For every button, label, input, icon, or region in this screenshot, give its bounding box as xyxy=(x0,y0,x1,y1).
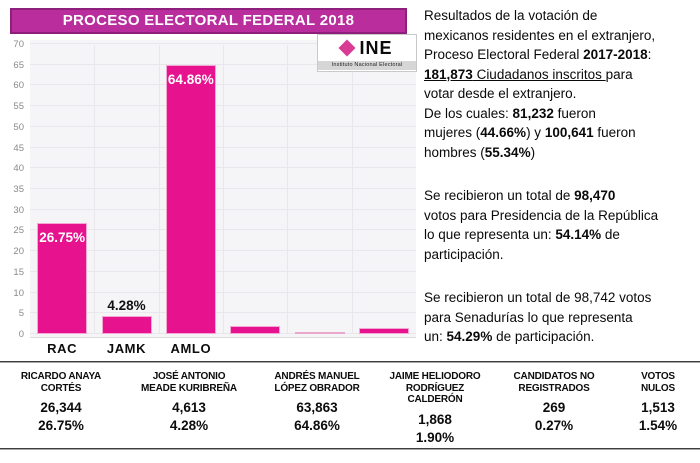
text-run: de participación. xyxy=(492,329,595,344)
text-run: votos para Presidencia de la República l… xyxy=(424,207,659,243)
y-tick-label: 0 xyxy=(18,329,24,340)
vote-percentage: 26.75% xyxy=(38,418,84,433)
y-tick-label: 45 xyxy=(13,142,24,154)
candidate-name: RICARDO ANAYA CORTÉS xyxy=(20,371,102,394)
bar-value-label: 26.75% xyxy=(39,230,86,246)
y-tick-label: 20 xyxy=(13,246,24,258)
table-top-rule xyxy=(0,361,700,363)
bar-value-label: 64.86% xyxy=(167,72,214,88)
y-tick-label: 70 xyxy=(13,39,24,50)
table-columns: RICARDO ANAYA CORTÉS 26,344 26.75% JOSÉ ANT… xyxy=(0,363,700,448)
text-run: 181,873 xyxy=(424,66,473,82)
y-tick-label: 10 xyxy=(13,287,24,299)
text-run: de participación. xyxy=(424,227,620,262)
table-column: JOSÉ ANTONIO MEADE KURIBREÑA 4,613 4.28% xyxy=(122,363,256,448)
y-tick-label: 5 xyxy=(18,308,24,320)
y-tick-label: 60 xyxy=(13,80,24,92)
y-tick-label: 50 xyxy=(13,121,24,133)
ine-logo-caption: Instituto Nacional Electoral xyxy=(318,61,416,70)
vote-count: 1,513 xyxy=(641,400,675,415)
text-run: 54.14% xyxy=(555,227,602,242)
text-run: Ciudadanos inscritos xyxy=(472,66,606,82)
table-column: RICARDO ANAYA CORTÉS 26,344 26.75% xyxy=(0,363,122,448)
y-tick-label: 25 xyxy=(13,225,24,237)
text-run: 81,232 xyxy=(512,105,554,121)
vote-count: 1,868 xyxy=(418,411,452,427)
paragraph-senadurias: Se recibieron un total de 98,742 votos p… xyxy=(424,288,698,347)
gridline xyxy=(287,45,289,334)
y-tick-label: 65 xyxy=(13,59,24,71)
text-run: Se recibieron un total de 98,742 votos p… xyxy=(424,290,652,344)
bar-value-label: 4.28% xyxy=(107,298,146,314)
text-run: 98,470 xyxy=(574,188,616,203)
chart-title: PROCESO ELECTORAL FEDERAL 2018 xyxy=(62,12,355,29)
x-label-jamk: JAMK xyxy=(106,341,147,356)
bar-rac: 26.75% xyxy=(37,223,88,334)
table-bottom-rule xyxy=(0,448,700,450)
results-table: RICARDO ANAYA CORTÉS 26,344 26.75% JOSÉ ANT… xyxy=(0,361,700,450)
table-column: CANDIDATOS NO REGISTRADOS 269 0.27% xyxy=(492,363,616,448)
text-run: ) y xyxy=(526,125,545,140)
vote-percentage: 1.54% xyxy=(638,418,678,433)
y-tick-label: 40 xyxy=(13,163,24,175)
y-tick-label: 30 xyxy=(13,204,24,216)
text-run: : xyxy=(647,47,652,62)
table-column: VOTOS NULOS 1,513 1.54% xyxy=(616,363,700,448)
bar-col5 xyxy=(294,331,345,334)
table-column: JAIME HELIODORO RODRÍGUEZ CALDERÓN 1,868 1… xyxy=(378,363,492,448)
candidate-name: JAIME HELIODORO RODRÍGUEZ CALDERÓN xyxy=(389,371,481,405)
gridline xyxy=(158,45,160,334)
ine-logo: INE Instituto Nacional Electoral xyxy=(317,34,417,72)
ine-diamond-icon xyxy=(338,39,356,57)
text-run: 55.34% xyxy=(484,144,531,160)
text-run: ) xyxy=(530,144,536,160)
bar-amlo: 64.86% xyxy=(165,65,216,334)
x-label-rac: RAC xyxy=(47,341,78,356)
x-label-amlo: AMLO xyxy=(170,341,212,356)
gridline xyxy=(94,45,96,334)
candidate-name: CANDIDATOS NO REGISTRADOS xyxy=(513,371,595,394)
bar-col4 xyxy=(230,326,281,334)
bar-chart-plot: 26.75% 4.28% 64.86% xyxy=(30,40,416,338)
text-run: 100,641 xyxy=(544,125,594,140)
vote-count: 63,863 xyxy=(296,400,338,415)
bar-col6 xyxy=(358,327,409,334)
text-run: 54.29% xyxy=(446,329,493,344)
vote-percentage: 64.86% xyxy=(294,418,340,433)
text-run: para votar desde el extranjero. De los c… xyxy=(424,66,633,121)
y-tick-label: 35 xyxy=(13,184,24,195)
vote-percentage: 1.90% xyxy=(415,429,455,445)
text-run: 2017-2018 xyxy=(583,47,648,62)
vote-count: 26,344 xyxy=(40,400,82,415)
y-tick-label: 55 xyxy=(13,101,24,113)
y-axis: 0 5 10 15 20 25 30 35 40 45 50 55 60 65 70 xyxy=(0,39,26,340)
paragraph-presidencia: Se recibieron un total de 98,470 votos p… xyxy=(424,186,698,264)
text-run: Resultados de la votación de mexicanos r… xyxy=(424,8,656,62)
text-run: fueron hombres ( xyxy=(424,125,636,160)
ine-logo-text: INE xyxy=(359,38,393,58)
vote-count: 269 xyxy=(542,400,566,415)
bar-jamk: 4.28% xyxy=(101,298,152,334)
vote-percentage: 4.28% xyxy=(169,418,209,433)
gridline xyxy=(223,45,224,334)
candidate-name: VOTOS NULOS xyxy=(640,371,675,394)
text-run: fueron mujeres ( xyxy=(424,105,596,141)
summary-panel: Resultados de la votación de mexicanos r… xyxy=(424,6,698,371)
ine-logo-row: INE xyxy=(318,35,416,61)
gridline xyxy=(351,45,353,334)
chart-title-banner: PROCESO ELECTORAL FEDERAL 2018 xyxy=(10,8,407,34)
text-run: 44.66% xyxy=(480,125,527,140)
candidate-name: JOSÉ ANTONIO MEADE KURIBREÑA xyxy=(141,371,237,394)
table-column: ANDRÉS MANUEL LÓPEZ OBRADOR 63,863 64.86% xyxy=(256,363,378,448)
candidate-name: ANDRÉS MANUEL LÓPEZ OBRADOR xyxy=(274,371,360,394)
vote-percentage: 0.27% xyxy=(534,418,574,433)
x-axis: RAC JAMK AMLO xyxy=(30,341,416,359)
paragraph-registered-voters: Resultados de la votación de mexicanos r… xyxy=(424,6,698,162)
y-tick-label: 15 xyxy=(13,266,24,278)
vote-count: 4,613 xyxy=(172,400,206,415)
text-run: Se recibieron un total de xyxy=(424,188,575,203)
gridline xyxy=(30,43,416,44)
